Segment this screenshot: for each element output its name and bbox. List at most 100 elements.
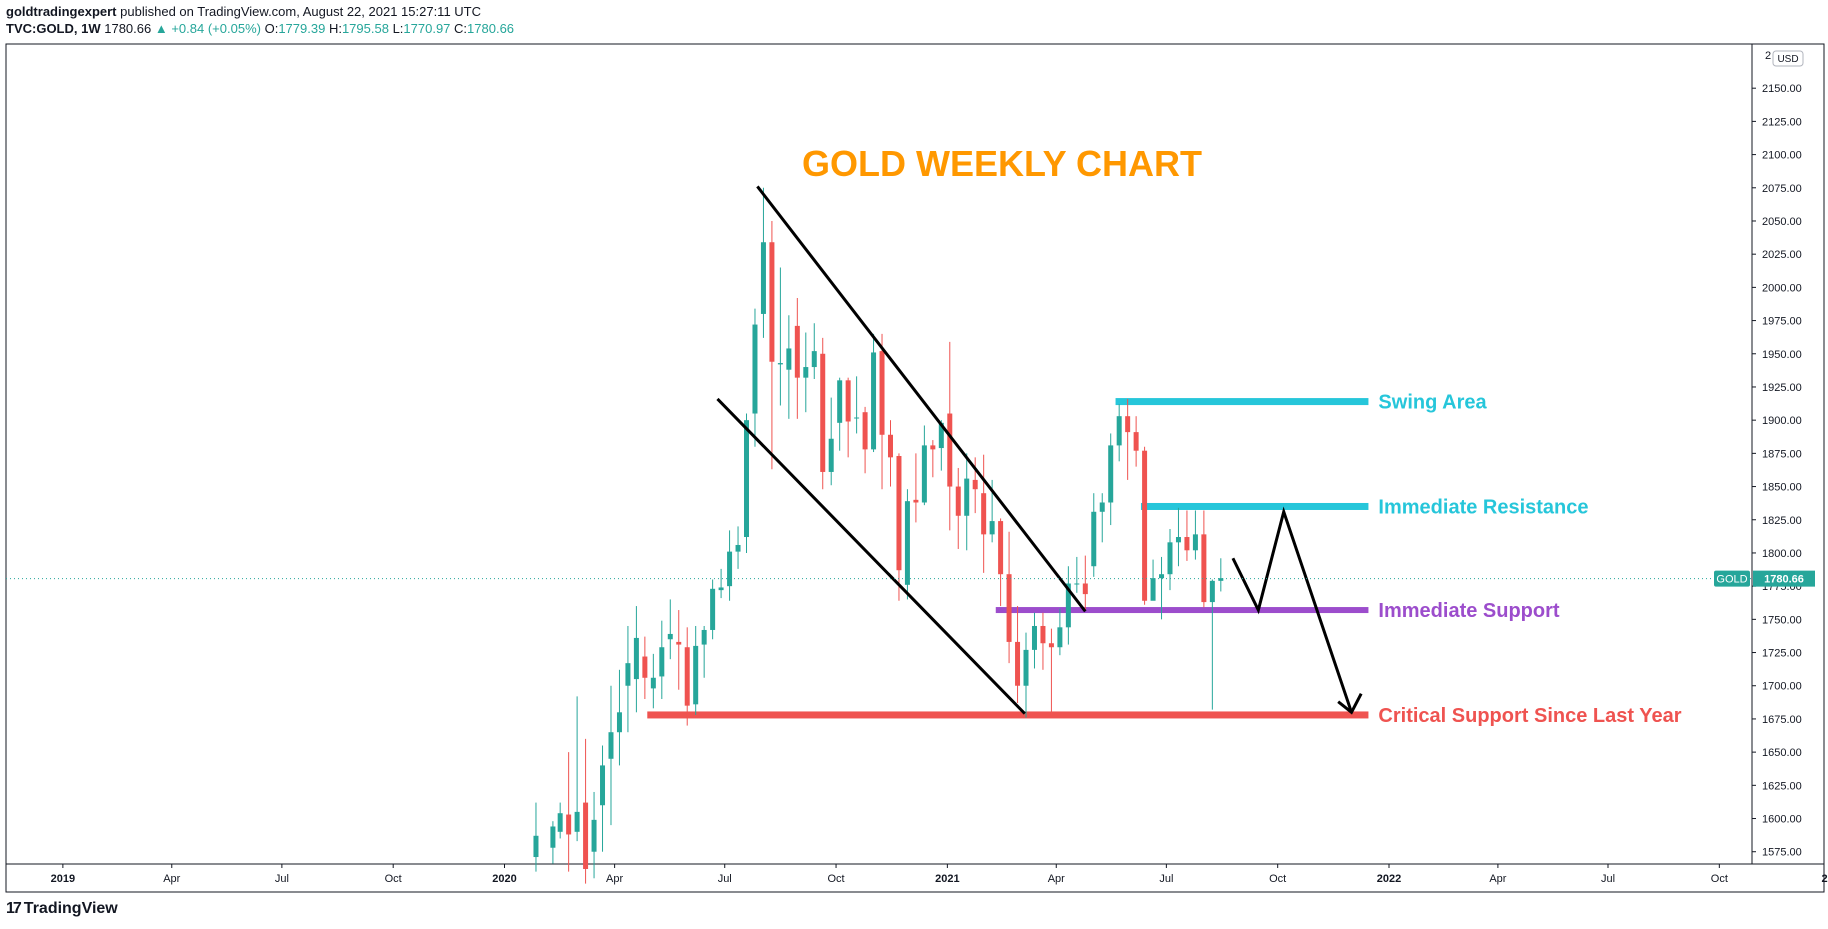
price-tick-label: 1925.00	[1762, 382, 1802, 394]
candle-body	[820, 353, 826, 472]
candle-body	[701, 629, 707, 645]
level-line-swing-area	[1115, 398, 1369, 406]
candle-body	[786, 348, 792, 370]
open-label: O:	[264, 21, 279, 36]
candle-body	[1209, 580, 1215, 603]
time-tick-label: 2020	[492, 873, 516, 885]
time-axis[interactable]: 2019 Apr Jul Oct 2020 Apr Jul Oct 2021 Apr Jul Oct 2…	[51, 864, 1828, 885]
time-tick-label: Apr	[606, 873, 623, 885]
candle-body	[1116, 416, 1122, 446]
price-tick-label: 1850.00	[1762, 482, 1802, 494]
tradingview-brand: TradingView	[23, 900, 118, 917]
candle-body	[633, 637, 639, 680]
candle-body	[1099, 502, 1105, 512]
candle-body	[777, 363, 783, 365]
candle-body	[1108, 445, 1114, 503]
level-label: Swing Area	[1378, 392, 1487, 414]
candle-body	[1218, 578, 1224, 581]
time-tick-label: 2021	[935, 873, 959, 885]
candle-body	[710, 588, 716, 630]
close-value: 1780.66	[467, 21, 515, 36]
currency-badge-box	[1772, 50, 1804, 67]
candle-body	[574, 811, 580, 832]
candle-body	[837, 380, 843, 423]
horizontal-levels	[647, 398, 1369, 719]
projection-path	[1231, 506, 1353, 713]
candle-body	[667, 633, 673, 640]
candle-body	[871, 352, 877, 450]
author-name[interactable]: goldtradingexpert	[6, 4, 117, 19]
price-tick-label: 1600.00	[1762, 814, 1802, 826]
candle-body	[1150, 578, 1156, 601]
low-label: L:	[392, 21, 404, 36]
last-price: 1780.66	[104, 21, 152, 36]
last-price-tag: GOLD 1780.66	[1714, 570, 1815, 587]
price-tick-label: 2025.00	[1762, 249, 1802, 261]
candle-body	[964, 478, 970, 516]
channel-trendline	[716, 397, 1026, 715]
candle-body	[1040, 625, 1046, 644]
low-value: 1770.97	[403, 21, 451, 36]
chart-title: GOLD WEEKLY CHART	[802, 143, 1202, 184]
last-price-name: GOLD	[1716, 574, 1747, 586]
time-tick-label: Oct	[1269, 873, 1286, 885]
candle-body	[1091, 511, 1097, 567]
candle-body	[947, 413, 953, 487]
symbol-label[interactable]: TVC:GOLD, 1W	[6, 21, 101, 36]
candle-body	[533, 835, 539, 858]
candle-body	[1074, 583, 1080, 585]
high-value: 1795.58	[341, 21, 389, 36]
candle-body	[989, 521, 995, 535]
candle-body	[921, 445, 927, 503]
time-tick-label: Apr	[1489, 873, 1506, 885]
price-tick-label: 1875.00	[1762, 448, 1802, 460]
candle-body	[955, 486, 961, 516]
candle-body	[845, 380, 851, 422]
projection-arrow-head	[1337, 693, 1363, 715]
candle-body	[1048, 643, 1054, 648]
candle-body	[1192, 534, 1198, 551]
time-tick-label: Oct	[385, 873, 402, 885]
currency-label: USD	[1777, 54, 1798, 65]
candle-body	[854, 417, 860, 419]
time-tick-label: Oct	[1711, 873, 1728, 885]
candle-body	[1142, 450, 1148, 601]
high-label: H:	[328, 21, 342, 36]
candle-body	[828, 438, 834, 472]
candle-body	[930, 445, 936, 450]
price-tick-label: 1675.00	[1762, 714, 1802, 726]
candle-body	[938, 422, 944, 449]
price-tick-label: 1800.00	[1762, 548, 1802, 560]
candle-body	[1065, 583, 1071, 628]
candle-body	[1159, 574, 1165, 579]
candle-body	[1057, 627, 1063, 648]
channel-trendline	[756, 185, 1087, 613]
level-line-critical-support-since-last-year	[647, 711, 1369, 719]
candle-body	[676, 641, 682, 645]
price-tick-label: 1975.00	[1762, 316, 1802, 328]
tradingview-logo[interactable]: 17 TradingView	[6, 900, 118, 918]
price-tick-label: 1750.00	[1762, 614, 1802, 626]
price-tick-label: 1900.00	[1762, 415, 1802, 427]
candle-body	[862, 412, 868, 450]
price-chart[interactable]: 2150.00 2125.00 2100.00 2075.00 2050.00 2025.…	[0, 0, 1828, 900]
level-label: Immediate Support	[1378, 600, 1559, 622]
candle-body	[718, 587, 724, 591]
price-axis[interactable]: 2150.00 2125.00 2100.00 2075.00 2050.00 2025.…	[1752, 83, 1802, 859]
candle-body	[769, 242, 775, 362]
price-tick-label: 1825.00	[1762, 515, 1802, 527]
candle-body	[803, 367, 809, 378]
price-tick-label: 2150.00	[1762, 83, 1802, 95]
candle-body	[1082, 583, 1088, 595]
candle-body	[811, 351, 817, 368]
candle-body	[1175, 537, 1181, 543]
candle-body	[879, 351, 885, 435]
level-label: Immediate Resistance	[1378, 496, 1588, 518]
time-tick-label: 2019	[51, 873, 75, 885]
candle-body	[972, 479, 978, 490]
time-tick-label: Jul	[1601, 873, 1615, 885]
price-tick-label: 1950.00	[1762, 349, 1802, 361]
candle-body	[642, 656, 648, 678]
currency-badge[interactable]: USD	[1772, 50, 1804, 67]
candle-body	[1167, 542, 1173, 575]
